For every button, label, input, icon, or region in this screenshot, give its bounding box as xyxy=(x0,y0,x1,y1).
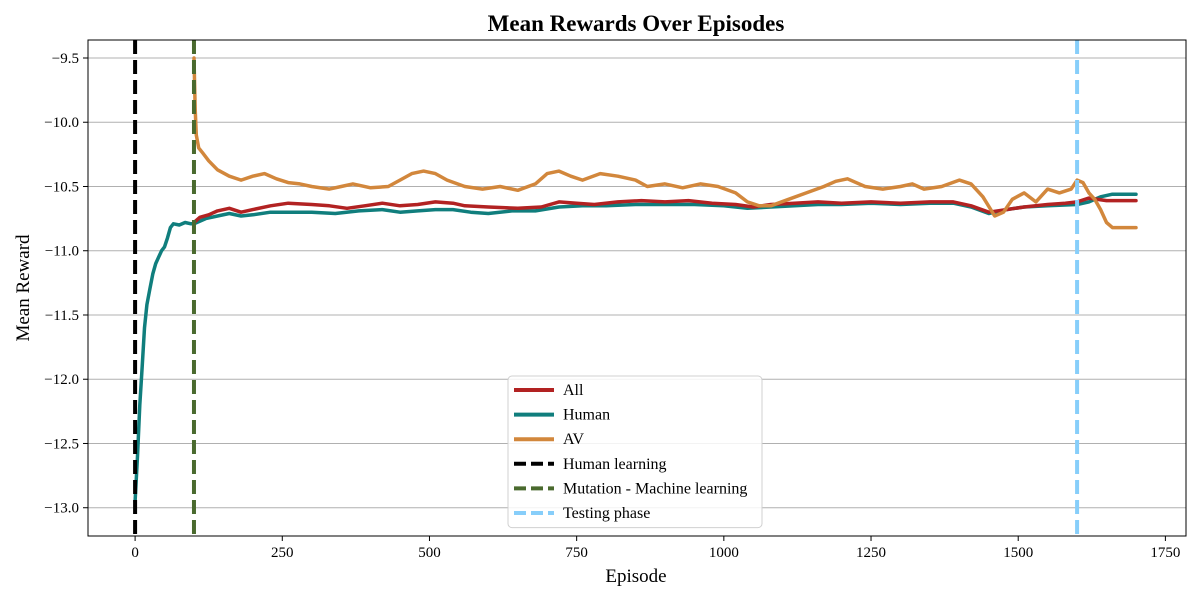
x-axis-title: Episode xyxy=(605,566,666,587)
legend-label: Human xyxy=(563,407,610,424)
plot-frame xyxy=(87,39,1187,537)
series-line-av xyxy=(192,56,1138,230)
x-tick-label: 750 xyxy=(565,545,588,561)
legend-label: All xyxy=(563,382,584,399)
plot-layer xyxy=(133,56,1138,504)
legend-label: Testing phase xyxy=(563,505,650,522)
series-line-all xyxy=(192,196,1138,225)
y-tick-label: −12.0 xyxy=(44,372,79,388)
y-tick-label: −10.5 xyxy=(44,179,79,195)
legend-label: AV xyxy=(563,431,584,448)
y-tick-label: −12.5 xyxy=(44,436,79,452)
x-tick-label: 500 xyxy=(418,545,441,561)
x-tick-label: 1500 xyxy=(1003,545,1033,561)
legend: All Human AV Human learning Mutation - Machi… xyxy=(507,375,763,529)
x-tick-label: 1000 xyxy=(709,545,739,561)
x-tick-label: 1250 xyxy=(856,545,886,561)
y-tick-label: −10.0 xyxy=(44,115,79,131)
legend-item: Mutation - Machine learning xyxy=(514,480,747,497)
legend-box xyxy=(507,375,763,529)
y-axis-title: Mean Reward xyxy=(13,234,34,342)
x-tick-label: 1750 xyxy=(1150,545,1180,561)
x-tick-label: 250 xyxy=(271,545,294,561)
legend-item: Human learning xyxy=(514,456,667,473)
legend-item: Testing phase xyxy=(514,505,650,522)
vline-layer xyxy=(133,40,1080,536)
legend-label: Mutation - Machine learning xyxy=(563,480,747,497)
chart-title: Mean Rewards Over Episodes xyxy=(488,11,785,36)
legend-item: AV xyxy=(514,431,584,448)
y-tick-label: −13.0 xyxy=(44,501,79,517)
legend-label: Human learning xyxy=(563,456,667,473)
legend-item: Human xyxy=(514,407,610,424)
y-tick-label: −11.5 xyxy=(45,308,79,324)
legend-item: All xyxy=(514,382,584,399)
tick-layer: −9.5 −10.0 −10.5 −11.0 −11.5 −12.0 −12.5 −13.0 0… xyxy=(44,51,1180,561)
x-tick-label: 0 xyxy=(131,545,139,561)
y-tick-label: −11.0 xyxy=(45,244,79,260)
y-tick-label: −9.5 xyxy=(52,51,79,67)
